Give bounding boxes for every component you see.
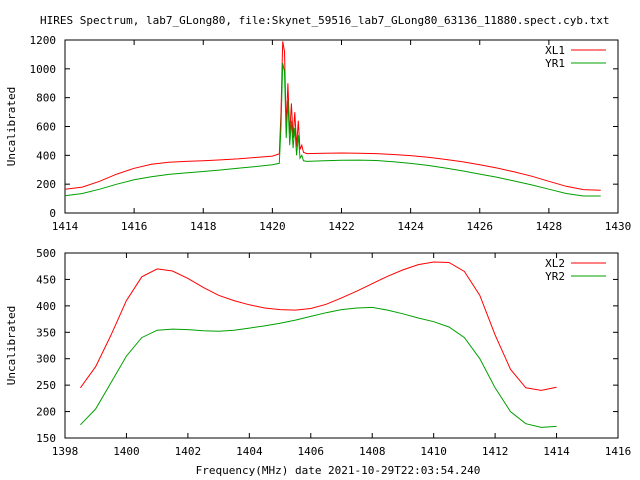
- legend-label-yr2: YR2: [545, 270, 565, 283]
- y-axis-label: Uncalibrated: [5, 306, 18, 385]
- bottom-spectrum-panel: 1398 1400 1402 1404 1406 1408 1410 1412 1414 1416…: [5, 247, 631, 458]
- y-tick-label: 200: [36, 406, 56, 419]
- x-tick-label: 1406: [298, 445, 325, 458]
- y-tick-label: 600: [36, 121, 56, 134]
- x-tick-label: 1424: [397, 220, 424, 233]
- x-tick-label: 1402: [175, 445, 202, 458]
- y-tick-label: 1000: [30, 63, 57, 76]
- legend-label-yr1: YR1: [545, 57, 565, 70]
- series-line-yr2: [80, 306, 557, 428]
- y-tick-label: 350: [36, 326, 56, 339]
- legend-label-xl1: XL1: [545, 44, 565, 57]
- y-axis-label: Uncalibrated: [5, 87, 18, 166]
- x-tick-label: 1414: [543, 445, 570, 458]
- x-tick-label: 1404: [236, 445, 263, 458]
- y-tick-label: 0: [49, 207, 56, 220]
- page-title: HIRES Spectrum, lab7_GLong80, file:Skyne…: [40, 14, 610, 27]
- y-tick-label: 450: [36, 273, 56, 286]
- x-tick-label: 1410: [420, 445, 447, 458]
- plot-frame: [64, 252, 619, 439]
- top-spectrum-panel: 1414 1416 1418 1420 1422 1424 1426 1428 1430 0 200…: [5, 34, 631, 233]
- series-line-xl2: [79, 261, 557, 391]
- legend-label-xl2: XL2: [545, 257, 565, 270]
- series-line-xl1: [64, 41, 601, 191]
- y-tick-label: 500: [36, 247, 56, 260]
- series-line-yr1: [64, 62, 601, 197]
- x-tick-label: 1398: [52, 445, 79, 458]
- x-tick-label: 1420: [259, 220, 286, 233]
- x-axis-label: Frequency(MHz) date 2021-10-29T22:03:54.…: [196, 464, 481, 477]
- y-tick-label: 400: [36, 149, 56, 162]
- x-tick-label: 1412: [482, 445, 509, 458]
- y-tick-label: 250: [36, 379, 56, 392]
- x-tick-label: 1414: [52, 220, 79, 233]
- y-tick-label: 800: [36, 92, 56, 105]
- x-tick-label: 1416: [121, 220, 148, 233]
- x-tick-label: 1422: [328, 220, 355, 233]
- x-tick-label: 1416: [605, 445, 632, 458]
- y-tick-label: 1200: [30, 34, 57, 47]
- y-tick-label: 150: [36, 432, 56, 445]
- x-tick-label: 1418: [190, 220, 217, 233]
- plot-frame: [64, 39, 619, 214]
- x-tick-label: 1428: [536, 220, 563, 233]
- y-tick-label: 300: [36, 353, 56, 366]
- x-tick-label: 1430: [605, 220, 632, 233]
- y-tick-label: 200: [36, 178, 56, 191]
- x-tick-label: 1400: [113, 445, 140, 458]
- x-tick-label: 1408: [359, 445, 386, 458]
- x-tick-label: 1426: [467, 220, 494, 233]
- y-tick-label: 400: [36, 300, 56, 313]
